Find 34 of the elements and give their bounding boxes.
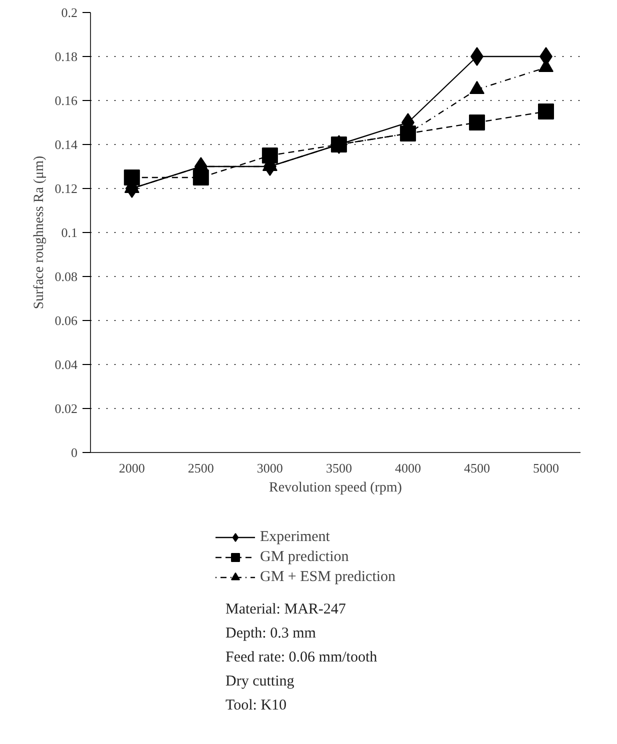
y-tick-label: 0.18 bbox=[54, 49, 78, 64]
y-tick-label: 0.16 bbox=[54, 93, 78, 108]
x-tick-label: 4500 bbox=[464, 460, 490, 476]
legend-label: Experiment bbox=[260, 528, 330, 546]
text: Depth: 0.3 mm bbox=[226, 626, 316, 642]
y-axis-title: Surface roughness Ra (μm) bbox=[32, 156, 47, 310]
x-tick-label: 2500 bbox=[188, 460, 214, 476]
legend-label: GM + ESM prediction bbox=[260, 568, 396, 586]
x-tick-label: 4000 bbox=[394, 460, 421, 476]
y-tick-label: 0.2 bbox=[61, 5, 78, 20]
point bbox=[262, 148, 278, 164]
y-tick-label: 0 bbox=[71, 445, 78, 460]
point bbox=[470, 47, 484, 66]
legend-label: GM prediction bbox=[260, 548, 349, 566]
y-tick-label: 0.08 bbox=[54, 269, 78, 284]
x-tick-label: 3500 bbox=[326, 460, 352, 476]
text: Material: MAR-247 bbox=[226, 602, 346, 618]
y-tick-label: 0.14 bbox=[54, 137, 78, 152]
x-axis-title: Revolution speed (rpm) bbox=[269, 480, 402, 496]
point bbox=[538, 104, 554, 120]
text: Feed rate: 0.06 mm/tooth bbox=[226, 650, 378, 666]
y-tick-label: 0.12 bbox=[54, 181, 78, 196]
point bbox=[124, 170, 140, 186]
x-tick-label: 5000 bbox=[532, 460, 559, 476]
y-tick-label: 0.04 bbox=[54, 357, 78, 372]
point bbox=[192, 170, 209, 186]
x-tick-label: 2000 bbox=[118, 460, 145, 476]
text: Dry cutting bbox=[226, 674, 295, 690]
y-tick-label: 0.06 bbox=[54, 313, 78, 328]
y-tick-label: 0.1 bbox=[61, 225, 78, 240]
text: Tool: K10 bbox=[226, 698, 287, 714]
x-tick-label: 3000 bbox=[256, 460, 283, 476]
point bbox=[468, 114, 485, 130]
y-tick-label: 0.02 bbox=[54, 401, 78, 416]
